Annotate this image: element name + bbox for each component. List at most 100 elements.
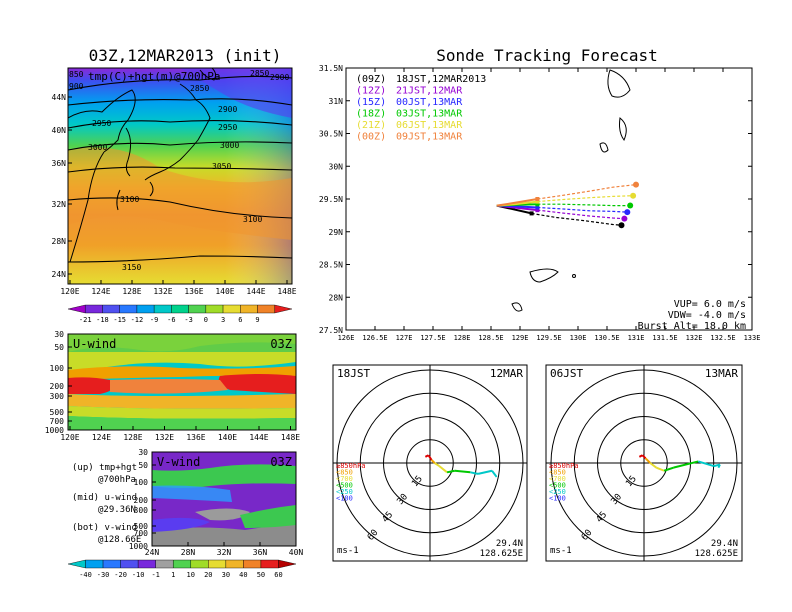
sonde-track-panel: 31.5N 31N 30.5N 30N 29.5N 29N 28.5N 28N 27.5N 12… [319, 64, 761, 342]
track-title: Sonde Tracking Forecast [436, 46, 658, 65]
hodograph-lon: 128.625E [480, 549, 523, 559]
hodograph-level-label: <500 [549, 482, 566, 490]
colorbar-segment [274, 304, 293, 314]
colorbar-segment [85, 304, 103, 314]
hodograph-ring-label: 30 [610, 492, 625, 507]
u-lon-label: 128E [123, 433, 142, 442]
track-ascent-line [496, 198, 538, 207]
wind-colorbar-label: 1 [171, 571, 175, 579]
wind-colorbar-label: 10 [187, 571, 195, 579]
track-lat-label: 30.5N [319, 130, 343, 139]
u-pressure-label: 200 [50, 382, 65, 391]
map-lon-label: 148E [277, 287, 296, 296]
colorbar-label: -18 [96, 316, 109, 324]
hodograph-wind-segment [641, 454, 647, 460]
wind-colorbar-label: -40 [79, 571, 92, 579]
track-burst-point [535, 197, 540, 201]
wind-colorbar-segment [137, 559, 156, 569]
footnote-bot-line1: (bot) v-wind [72, 523, 137, 533]
hodograph-level-label: <850 [549, 469, 566, 477]
v-lat-label: 24N [145, 548, 160, 557]
hodograph-wind-segment [427, 454, 433, 461]
legend-code: (00Z) [356, 132, 386, 143]
track-descent-line [537, 203, 631, 207]
hodograph-frame [545, 364, 743, 562]
colorbar-segment [205, 304, 224, 314]
wind-colorbar-label: 30 [222, 571, 230, 579]
track-lon-label: 126.5E [362, 334, 387, 342]
v-lat-label: 32N [217, 548, 232, 557]
colorbar-label: -21 [79, 316, 92, 324]
colorbar-segment [188, 304, 207, 314]
wind-colorbar-label: -10 [132, 571, 145, 579]
hodograph-frame [332, 364, 528, 562]
island-outline [511, 302, 523, 312]
colorbar-segment [240, 304, 258, 314]
map-contour-label: 3000 [220, 141, 239, 150]
map-lon-label: 120E [60, 287, 79, 296]
wind-colorbar-segment [85, 559, 104, 569]
map-contour-label: 2900 [218, 105, 237, 114]
map-contour-label: 3050 [212, 162, 231, 171]
track-lat-label: 31N [329, 97, 344, 106]
u-wind-time: 03Z [270, 337, 292, 351]
u-lon-label: 140E [218, 433, 237, 442]
hodograph-unit: ms-1 [337, 546, 359, 556]
footnote-mid-line1: (mid) u-wind [72, 493, 137, 503]
temperature-colorbar: -21 -18 -15 -12 -9 -6 -3 0 3 6 9 [67, 304, 293, 324]
u-lon-label: 148E [281, 433, 300, 442]
map-lat-label: 36N [52, 159, 67, 168]
hodograph-wind-segment [470, 471, 479, 475]
hodograph-level-label: <100 [549, 495, 566, 503]
legend-code: (12Z) [356, 86, 386, 97]
track-lon-label: 126E [338, 334, 355, 342]
hodograph-level-label: <700 [336, 475, 353, 483]
track-landing-point [627, 202, 634, 209]
wind-colorbar-segment [260, 559, 279, 569]
hodograph-date: 13MAR [705, 367, 738, 380]
u-lon-label: 124E [92, 433, 111, 442]
map-contour-label: 2850 [190, 84, 209, 93]
wind-colorbar-segment [190, 559, 209, 569]
colorbar-segment [102, 304, 120, 314]
colorbar-label: -15 [113, 316, 126, 324]
hodograph-wind-segment [663, 466, 674, 472]
descent-speed: VDW= -4.0 m/s [668, 310, 746, 321]
track-landing-point [630, 192, 637, 199]
map-corner-label: 850 [69, 70, 84, 79]
track-descent-line [537, 206, 628, 213]
track-descent-line [537, 209, 625, 220]
v-pressure-label: 100 [134, 478, 149, 487]
wind-colorbar: -40 -30 -20 -10 -1 1 10 20 30 40 50 60 [67, 559, 297, 579]
track-lat-label: 30N [329, 162, 344, 171]
wind-colorbar-segment [173, 559, 191, 569]
hodograph-wind-segment [446, 469, 455, 474]
hodograph-wind-segment [424, 454, 429, 458]
colorbar-label: -6 [167, 316, 175, 324]
footnote-mid-line2: @29.36N [98, 505, 136, 515]
hodograph-level-label: <100 [336, 495, 353, 503]
map-lat-label: 40N [52, 126, 67, 135]
track-lat-label: 28.5N [319, 261, 343, 270]
map-subtitle: tmp(C)+hgt(m)@700hPa [88, 70, 220, 83]
u-wind-jet-core [68, 377, 114, 394]
map-lon-label: 140E [215, 287, 234, 296]
legend-code: (09Z) [356, 74, 386, 85]
legend-label: 09JST,13MAR [396, 132, 463, 143]
track-lon-label: 129E [512, 334, 529, 342]
track-lat-label: 29N [329, 228, 344, 237]
track-burst-point [535, 205, 540, 210]
track-landing-point [624, 209, 631, 216]
colorbar-segment [171, 304, 189, 314]
u-wind-title: U-wind [73, 337, 116, 351]
colorbar-segment [222, 304, 241, 314]
colorbar-label: -9 [150, 316, 158, 324]
hodograph-wind-segment [649, 462, 658, 469]
legend-code: (15Z) [356, 97, 386, 108]
hodograph-level-label: <850 [336, 469, 353, 477]
hodograph-lat: 29.4N [711, 539, 738, 549]
hodograph-level-label: ≥850hPa [336, 462, 366, 470]
